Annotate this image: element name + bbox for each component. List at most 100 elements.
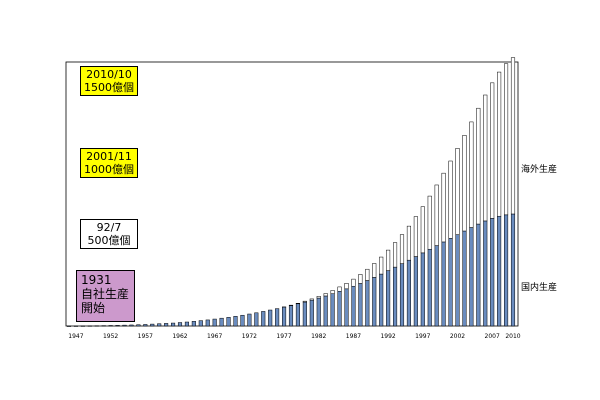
bar-domestic-1966 xyxy=(205,319,210,327)
bar-overseas-2007 xyxy=(490,82,495,219)
bar-domestic-2002 xyxy=(455,234,460,327)
bar-overseas-1989 xyxy=(365,268,370,281)
bar-domestic-1979 xyxy=(295,303,300,327)
bar-overseas-1986 xyxy=(344,283,349,290)
bar-domestic-1950 xyxy=(94,325,99,327)
bar-domestic-1973 xyxy=(254,312,259,327)
bar-domestic-1978 xyxy=(288,305,294,327)
x-tick-label-1972: 1972 xyxy=(242,333,257,340)
bar-overseas-1998 xyxy=(427,195,432,250)
bar-overseas-1988 xyxy=(358,274,363,284)
bar-domestic-1988 xyxy=(358,283,363,327)
bar-domestic-2001 xyxy=(448,238,453,327)
bar-domestic-1961 xyxy=(171,322,176,327)
bar-overseas-1992 xyxy=(386,249,391,271)
bar-domestic-1962 xyxy=(177,322,183,327)
bar-domestic-2006 xyxy=(483,220,488,327)
bar-domestic-1952 xyxy=(108,325,113,327)
bar-overseas-2001 xyxy=(448,160,453,239)
bar-domestic-2009 xyxy=(504,214,509,327)
bar-overseas-2010 xyxy=(510,57,516,215)
callout-1931-year: 1931 xyxy=(81,273,112,287)
callout-1992-500: 92/7 500億個 xyxy=(80,219,138,249)
x-tick-label-1982: 1982 xyxy=(311,333,326,340)
bar-overseas-1983 xyxy=(323,293,328,297)
bar-domestic-1957 xyxy=(143,324,148,327)
callout-1931-text2: 開始 xyxy=(81,301,106,315)
bar-overseas-1990 xyxy=(372,263,377,278)
bar-domestic-1992 xyxy=(386,270,391,327)
bar-domestic-1999 xyxy=(434,245,439,327)
bar-domestic-1956 xyxy=(136,324,141,327)
bar-domestic-1955 xyxy=(129,324,134,327)
bar-domestic-1995 xyxy=(406,259,411,327)
bar-domestic-1981 xyxy=(309,299,314,327)
callout-1931-text1: 自社生産 xyxy=(81,287,130,301)
callout-1931-start: 1931 自社生産 開始 xyxy=(76,270,135,322)
bar-domestic-1965 xyxy=(198,320,203,327)
bar-domestic-1976 xyxy=(275,308,280,327)
bar-overseas-2006 xyxy=(483,94,488,222)
bar-domestic-1990 xyxy=(372,277,377,327)
x-tick-label-1992: 1992 xyxy=(380,333,395,340)
bar-domestic-1969 xyxy=(226,317,231,327)
bar-domestic-2010 xyxy=(510,213,516,327)
bar-domestic-1984 xyxy=(330,293,335,327)
bar-overseas-1984 xyxy=(330,290,335,294)
bar-overseas-1991 xyxy=(379,256,384,275)
bar-domestic-1996 xyxy=(413,256,418,327)
bar-domestic-1991 xyxy=(379,273,384,327)
bar-overseas-1987 xyxy=(351,278,356,287)
bar-domestic-1971 xyxy=(240,314,245,327)
bar-domestic-1998 xyxy=(427,248,432,327)
bar-overseas-1993 xyxy=(393,242,398,268)
bar-overseas-2008 xyxy=(497,71,502,217)
x-tick-label-1957: 1957 xyxy=(138,333,153,340)
x-tick-label-2002: 2002 xyxy=(450,333,465,340)
bar-overseas-1997 xyxy=(420,206,425,254)
bar-overseas-2003 xyxy=(462,135,467,232)
x-tick-label-2010: 2010 xyxy=(505,333,520,340)
callout-2001-1000: 2001/11 1000億個 xyxy=(80,148,138,178)
bar-domestic-1972 xyxy=(247,313,252,327)
bar-domestic-1968 xyxy=(219,317,224,327)
callout-2001-count: 1000億個 xyxy=(84,163,134,176)
x-tick-label-1952: 1952 xyxy=(103,333,118,340)
bar-domestic-1974 xyxy=(261,311,266,327)
x-tick-label-1987: 1987 xyxy=(346,333,361,340)
callout-2010-date: 2010/10 xyxy=(86,68,132,81)
bar-domestic-1977 xyxy=(282,306,287,327)
bar-overseas-1985 xyxy=(337,286,342,292)
bar-overseas-1994 xyxy=(399,234,405,264)
bars xyxy=(66,57,516,327)
bar-domestic-2004 xyxy=(469,227,474,327)
bar-domestic-1948 xyxy=(80,325,85,327)
bar-domestic-1946 xyxy=(66,325,72,327)
bar-overseas-1979 xyxy=(295,303,300,305)
bar-overseas-2000 xyxy=(441,172,446,243)
bar-domestic-1983 xyxy=(323,295,328,327)
x-tick-label-1967: 1967 xyxy=(207,333,222,340)
bar-domestic-1986 xyxy=(344,288,349,327)
bar-domestic-1967 xyxy=(212,318,217,327)
bar-domestic-1970 xyxy=(233,316,238,327)
bar-domestic-1947 xyxy=(73,325,78,327)
legend-domestic-production: 国内生産 xyxy=(521,283,558,293)
x-axis-tick-labels: 1947 1952 1957 1962 1967 1972 1977 1982 1987 1992… xyxy=(68,333,521,340)
bar-domestic-1949 xyxy=(87,325,92,327)
bar-domestic-1975 xyxy=(268,309,273,327)
bar-domestic-1960 xyxy=(164,323,169,327)
bar-overseas-1982 xyxy=(316,296,321,299)
bar-domestic-1980 xyxy=(302,301,307,327)
x-tick-label-1962: 1962 xyxy=(172,333,187,340)
bar-domestic-1951 xyxy=(101,325,106,327)
bar-domestic-2008 xyxy=(497,215,502,327)
bar-domestic-1997 xyxy=(420,252,425,327)
bar-overseas-1995 xyxy=(406,225,411,261)
bar-overseas-2004 xyxy=(469,121,474,228)
callout-2010-1500: 2010/10 1500億個 xyxy=(80,66,138,96)
bar-domestic-1959 xyxy=(157,323,162,327)
bar-domestic-1982 xyxy=(316,297,321,327)
callout-1992-count: 500億個 xyxy=(87,234,131,247)
bar-overseas-1980 xyxy=(302,300,307,303)
